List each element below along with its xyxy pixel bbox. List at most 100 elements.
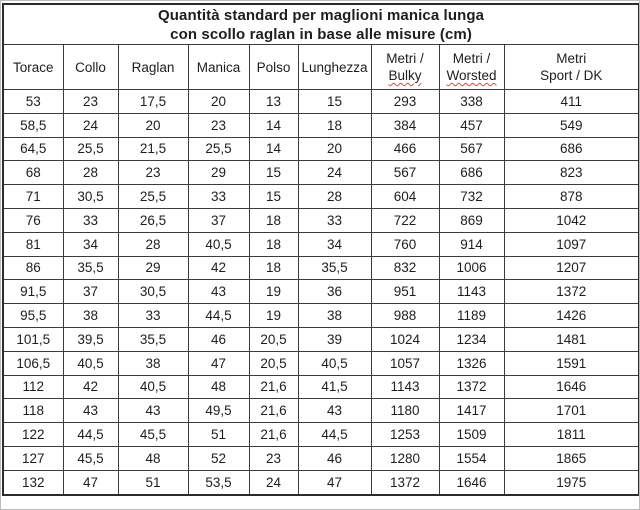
- cell-metri-bulky: 1253: [370, 422, 440, 447]
- cell-lunghezza: 20: [297, 136, 372, 162]
- cell-collo: 40,5: [62, 350, 119, 376]
- cell-collo: 47: [62, 469, 119, 496]
- column-header-metri-bulky-line-1: Metri /: [386, 51, 424, 66]
- cell-raglan: 35,5: [117, 326, 189, 352]
- column-header-metri-sport-dk-line-1: Metri: [556, 51, 587, 66]
- cell-metri-bulky: 1180: [370, 398, 440, 424]
- cell-metri-bulky: 466: [370, 136, 440, 162]
- column-header-metri-sport-dk-line-2: Sport / DK: [540, 68, 603, 83]
- cell-manica: 44,5: [187, 303, 250, 328]
- cell-collo: 30,5: [62, 184, 119, 209]
- cell-metri-worsted: 869: [438, 207, 505, 233]
- cell-lunghezza: 36: [297, 279, 372, 305]
- quantity-table: Quantità standard per maglioni manica lu…: [2, 3, 639, 496]
- cell-lunghezza: 41,5: [297, 374, 372, 400]
- cell-polso: 21,6: [248, 398, 299, 424]
- column-header-metri-sport-dk: Metri Sport / DK: [503, 44, 639, 90]
- table-row: 127 45,5 48 52 23 46 1280 1554 1865: [2, 445, 639, 471]
- cell-torace: 127: [2, 445, 64, 471]
- cell-metri-worsted: 1189: [438, 303, 505, 328]
- table-row: 132 47 51 53,5 24 47 1372 1646 1975: [2, 469, 639, 496]
- cell-torace: 101,5: [2, 326, 64, 352]
- cell-polso: 18: [248, 231, 299, 257]
- table-row: 91,5 37 30,5 43 19 36 951 1143 1372: [2, 279, 639, 305]
- cell-manica: 49,5: [187, 398, 250, 424]
- column-header-metri-worsted-line-1: Metri /: [452, 51, 491, 66]
- cell-lunghezza: 38: [297, 303, 372, 328]
- cell-metri-bulky: 567: [370, 160, 440, 186]
- cell-metri-sport-dk: 549: [503, 112, 639, 138]
- cell-polso: 19: [248, 279, 299, 305]
- cell-metri-bulky: 1143: [370, 374, 440, 400]
- column-header-row: Torace Collo Raglan Manica Polso Lunghezza Met…: [2, 44, 639, 90]
- column-header-manica-line-1: Manica: [196, 59, 241, 75]
- cell-lunghezza: 35,5: [297, 255, 372, 281]
- cell-raglan: 26,5: [117, 207, 189, 233]
- cell-metri-bulky: 1057: [370, 350, 440, 376]
- cell-collo: 23: [62, 89, 119, 114]
- cell-metri-sport-dk: 878: [503, 184, 639, 209]
- column-header-metri-bulky: Metri / Bulky: [370, 44, 440, 90]
- cell-collo: 25,5: [62, 136, 119, 162]
- table-row: 71 30,5 25,5 33 15 28 604 732 878: [2, 184, 639, 209]
- column-header-metri-worsted: Metri / Worsted: [438, 44, 505, 90]
- cell-torace: 91,5: [2, 279, 64, 305]
- cell-collo: 34: [62, 231, 119, 257]
- cell-metri-bulky: 1024: [370, 326, 440, 352]
- cell-metri-worsted: 1372: [438, 374, 505, 400]
- cell-manica: 52: [187, 445, 250, 471]
- cell-polso: 13: [248, 89, 299, 114]
- cell-metri-sport-dk: 411: [503, 89, 639, 114]
- cell-lunghezza: 43: [297, 398, 372, 424]
- cell-metri-worsted: 1326: [438, 350, 505, 376]
- cell-metri-bulky: 951: [370, 279, 440, 305]
- table-row: 118 43 43 49,5 21,6 43 1180 1417 1701: [2, 398, 639, 424]
- cell-manica: 37: [187, 207, 250, 233]
- table-row: 64,5 25,5 21,5 25,5 14 20 466 567 686: [2, 136, 639, 162]
- cell-metri-worsted: 914: [438, 231, 505, 257]
- cell-metri-sport-dk: 1701: [503, 398, 639, 424]
- cell-manica: 25,5: [187, 136, 250, 162]
- cell-metri-sport-dk: 1042: [503, 207, 639, 233]
- cell-polso: 20,5: [248, 326, 299, 352]
- column-header-collo: Collo: [62, 44, 119, 90]
- cell-torace: 132: [2, 469, 64, 496]
- cell-collo: 37: [62, 279, 119, 305]
- table-row: 86 35,5 29 42 18 35,5 832 1006 1207: [2, 255, 639, 281]
- column-header-manica: Manica: [187, 44, 250, 90]
- cell-metri-worsted: 1509: [438, 422, 505, 447]
- cell-collo: 43: [62, 398, 119, 424]
- column-header-lunghezza: Lunghezza: [297, 44, 372, 90]
- cell-metri-bulky: 988: [370, 303, 440, 328]
- cell-polso: 14: [248, 112, 299, 138]
- cell-collo: 24: [62, 112, 119, 138]
- cell-torace: 53: [2, 89, 64, 114]
- cell-metri-sport-dk: 1097: [503, 231, 639, 257]
- cell-torace: 112: [2, 374, 64, 400]
- cell-manica: 46: [187, 326, 250, 352]
- cell-manica: 33: [187, 184, 250, 209]
- cell-metri-bulky: 760: [370, 231, 440, 257]
- table-row: 122 44,5 45,5 51 21,6 44,5 1253 1509 1811: [2, 422, 639, 447]
- cell-torace: 58,5: [2, 112, 64, 138]
- cell-raglan: 28: [117, 231, 189, 257]
- cell-manica: 43: [187, 279, 250, 305]
- cell-raglan: 25,5: [117, 184, 189, 209]
- cell-metri-sport-dk: 1426: [503, 303, 639, 328]
- cell-metri-worsted: 1143: [438, 279, 505, 305]
- column-header-metri-worsted-line-2: Worsted: [446, 68, 497, 83]
- cell-torace: 106,5: [2, 350, 64, 376]
- cell-lunghezza: 24: [297, 160, 372, 186]
- column-header-torace: Torace: [2, 44, 64, 90]
- cell-metri-bulky: 722: [370, 207, 440, 233]
- cell-metri-worsted: 1417: [438, 398, 505, 424]
- table-row: 112 42 40,5 48 21,6 41,5 1143 1372 1646: [2, 374, 639, 400]
- title-line-2: con scollo raglan in base alle misure (c…: [170, 25, 472, 43]
- table-row: 81 34 28 40,5 18 34 760 914 1097: [2, 231, 639, 257]
- cell-manica: 51: [187, 422, 250, 447]
- cell-raglan: 21,5: [117, 136, 189, 162]
- cell-collo: 39,5: [62, 326, 119, 352]
- cell-polso: 21,6: [248, 374, 299, 400]
- cell-raglan: 20: [117, 112, 189, 138]
